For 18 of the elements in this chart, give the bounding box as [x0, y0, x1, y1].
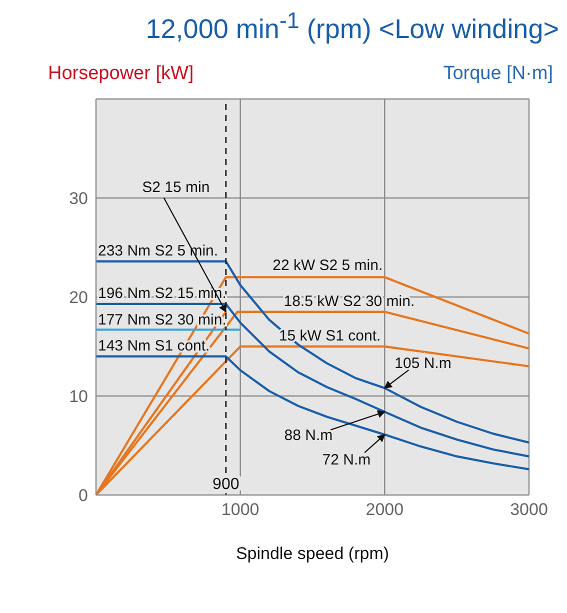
x-tick-label: 3000 [510, 500, 548, 520]
x-axis-title: Spindle speed (rpm) [236, 544, 390, 563]
annotation: S2 15 min [142, 178, 210, 196]
x-tick-label: 2000 [366, 500, 404, 520]
annotation: 72 N.m [322, 452, 371, 469]
annotation: 88 N.m [284, 426, 333, 444]
y2-axis-title: Torque [N·m] [443, 63, 553, 85]
y-tick-label: 30 [69, 189, 88, 208]
ref-line-label: 900 [212, 476, 240, 493]
annotation: 22 kW S2 5 min. [272, 257, 383, 274]
y-axis-title: Horsepower [kW] [48, 63, 194, 85]
x-tick-label: 1000 [221, 500, 260, 520]
annotation: 18.5 kW S2 30 min. [284, 292, 415, 310]
y-tick-label: 10 [69, 387, 88, 406]
annotation: 105 N.m [394, 355, 452, 372]
y-tick-label: 0 [78, 486, 88, 506]
y-tick-label: 20 [69, 288, 88, 308]
chart-title: 12,000 min$^{-1}$ (rpm) <Low winding> [144, 8, 559, 45]
